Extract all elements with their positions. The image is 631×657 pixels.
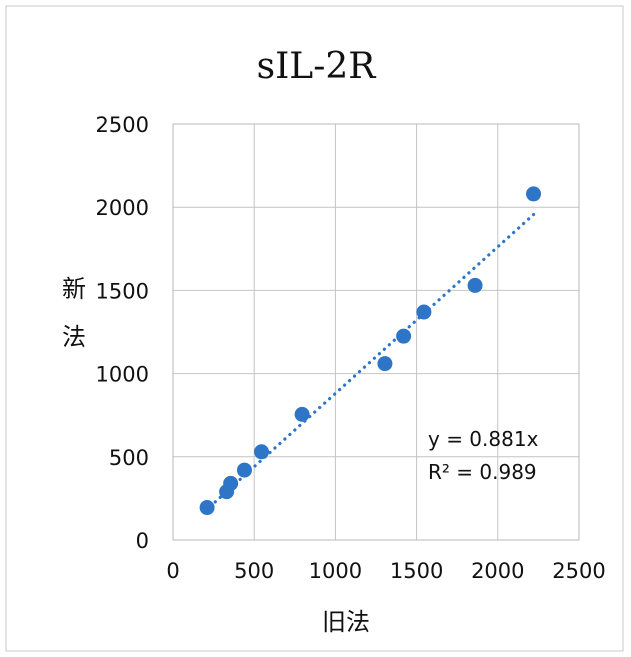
trendline-equation: y = 0.881x (428, 427, 539, 451)
data-point (396, 328, 412, 344)
y-axis-tick-labels: 0 500 1000 1500 2000 2500 (96, 113, 149, 553)
data-point (254, 444, 270, 460)
y-tick-label: 1000 (96, 363, 149, 387)
chart-title: sIL-2R (257, 46, 377, 87)
plot-area-border (172, 123, 580, 541)
y-tick-label: 2000 (96, 196, 149, 220)
data-point (467, 277, 483, 293)
y-tick-label: 500 (109, 446, 149, 470)
data-point (199, 500, 215, 516)
data-points (199, 186, 542, 516)
chart-border (5, 5, 624, 652)
trendline-r-squared: R² = 0.989 (428, 460, 537, 484)
trendline (213, 212, 536, 504)
y-tick-label: 2500 (96, 113, 149, 137)
y-axis-label: 新法 (62, 275, 86, 351)
y-axis-label-char: 新 (62, 275, 86, 303)
x-tick-label: 1500 (390, 559, 443, 583)
y-axis-label-char: 法 (62, 323, 86, 351)
data-point (236, 462, 252, 478)
data-point (526, 186, 542, 202)
x-tick-label: 2500 (552, 559, 605, 583)
data-point (377, 356, 393, 372)
x-tick-label: 1000 (309, 559, 362, 583)
x-tick-label: 0 (166, 559, 179, 583)
y-tick-label: 0 (136, 529, 149, 553)
data-point (416, 304, 432, 320)
x-tick-label: 2000 (471, 559, 524, 583)
trendline-dotted (213, 212, 536, 504)
y-tick-label: 1500 (96, 279, 149, 303)
x-tick-label: 500 (234, 559, 274, 583)
data-point (294, 406, 310, 422)
x-axis-label: 旧法 (322, 608, 370, 636)
data-point (223, 475, 239, 491)
x-axis-tick-labels: 0 500 1000 1500 2000 2500 (166, 559, 605, 583)
